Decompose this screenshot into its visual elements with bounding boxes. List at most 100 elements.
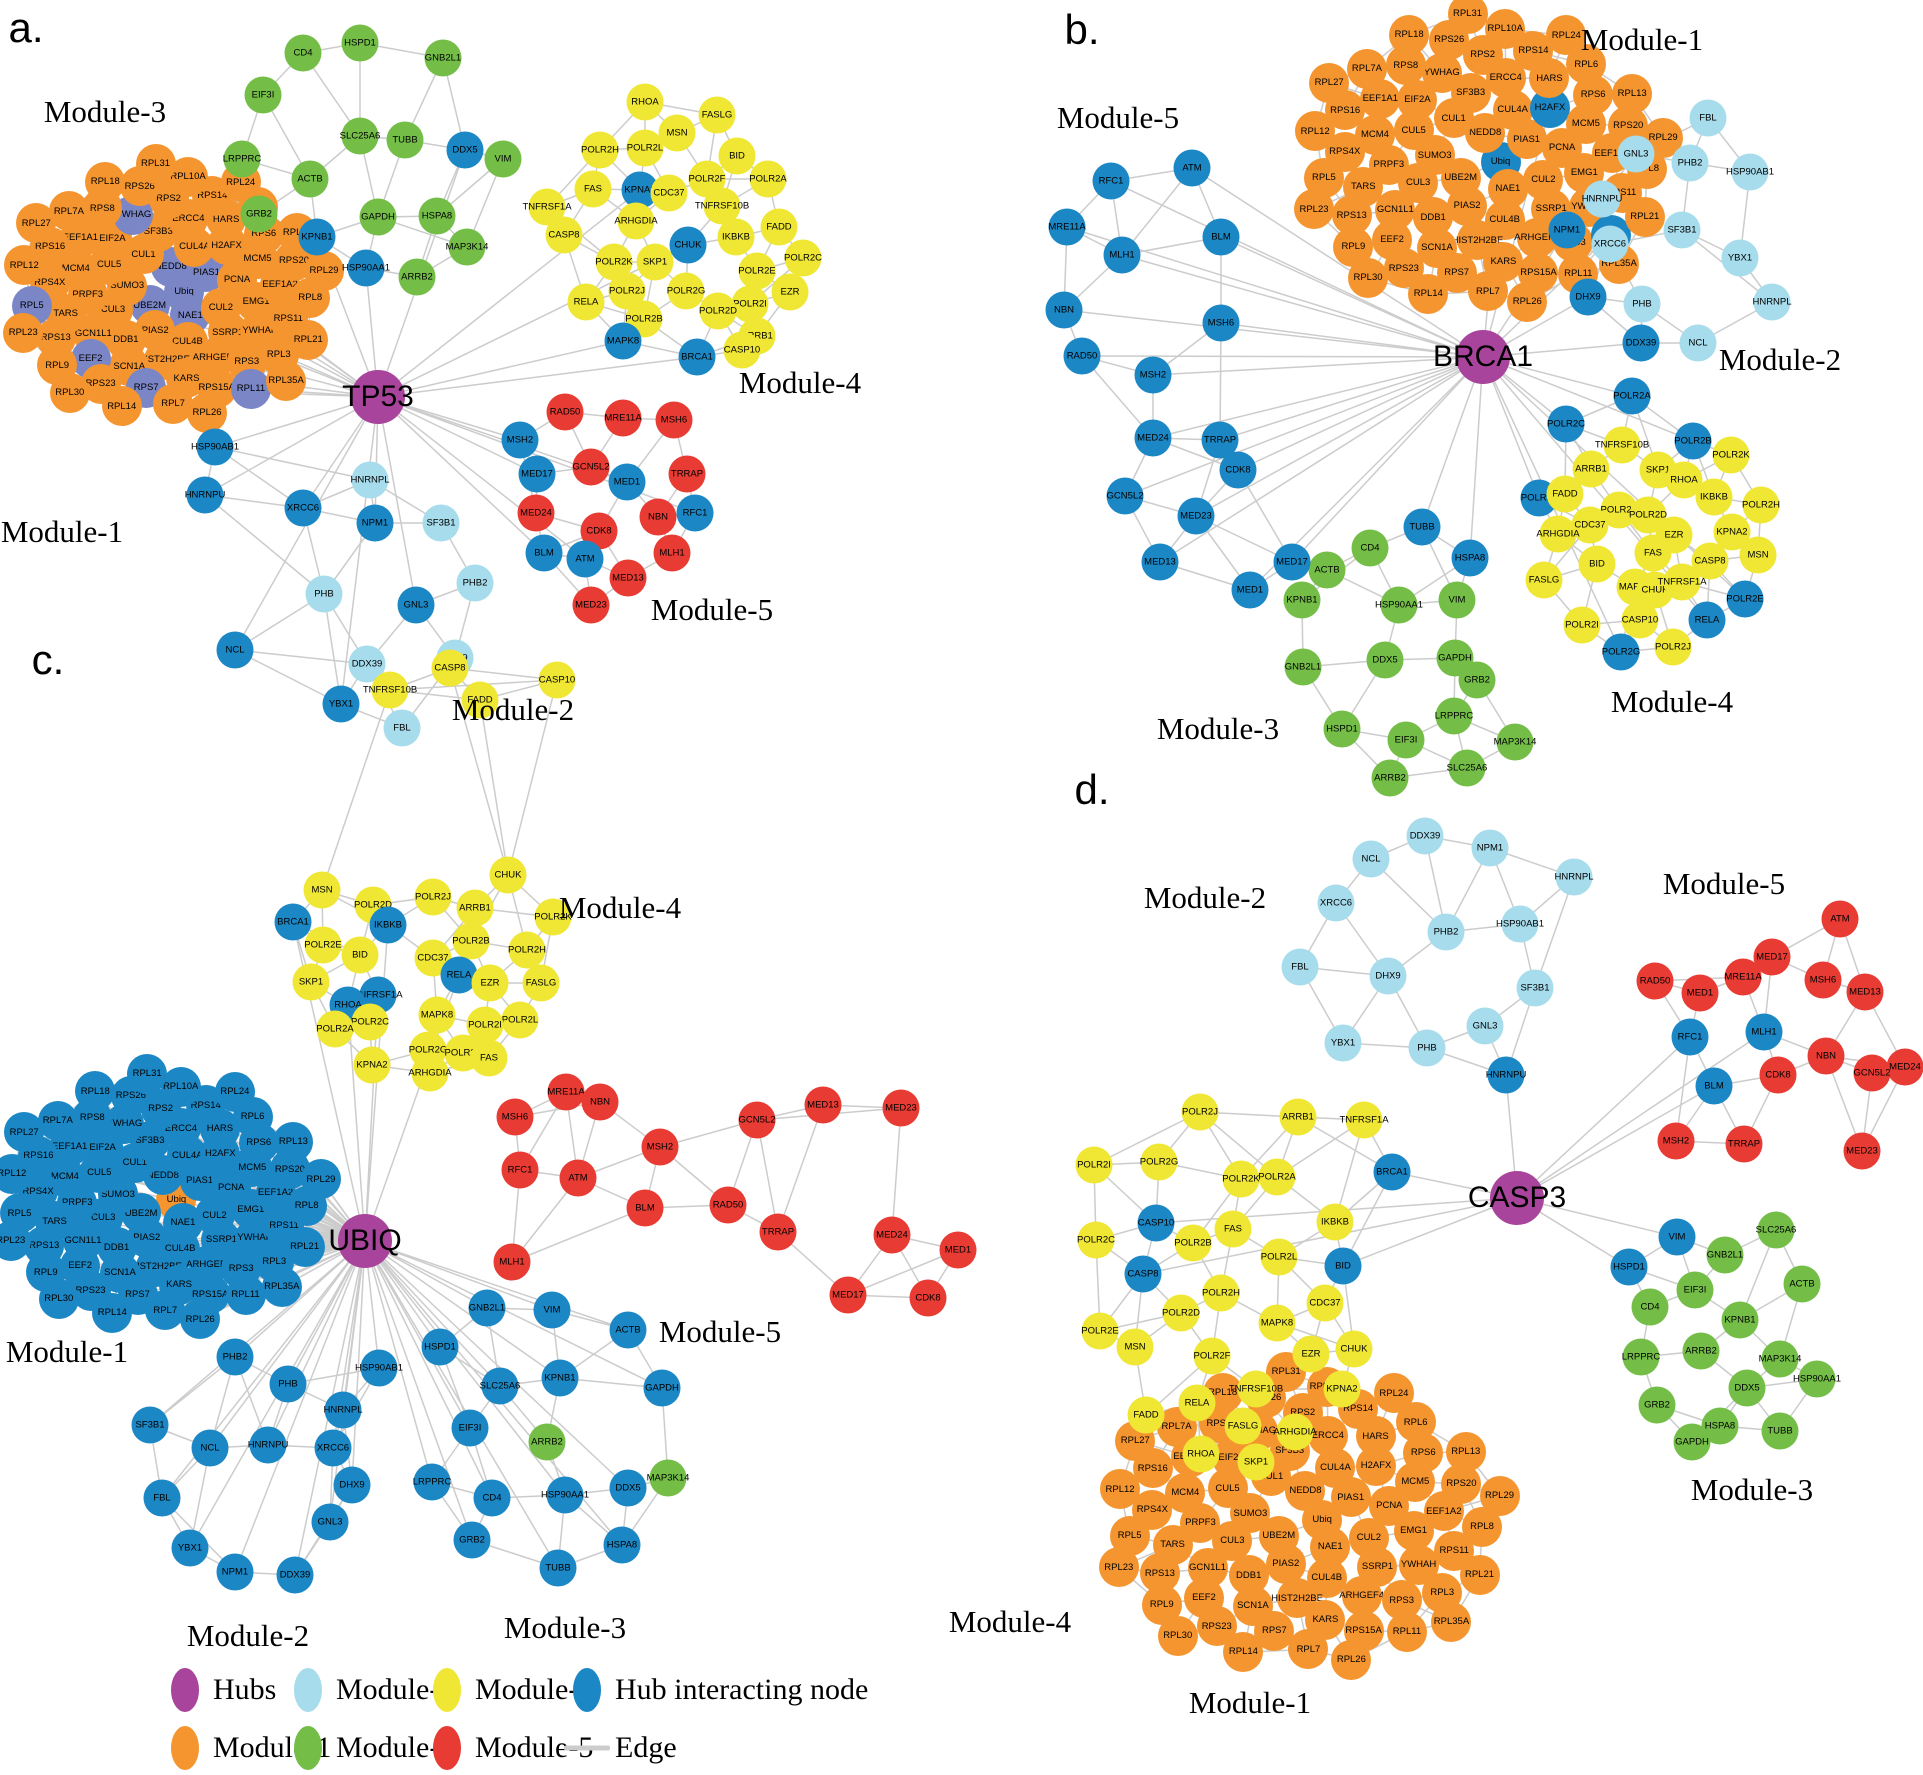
node-RPL12[interactable]: RPL12 — [1295, 111, 1336, 152]
node-RPL21[interactable]: RPL21 — [284, 1227, 325, 1268]
node-CASP10[interactable]: CASP10 — [1621, 601, 1659, 639]
node-CD4[interactable]: CD4 — [284, 34, 322, 72]
node-BLM[interactable]: BLM — [626, 1189, 664, 1227]
node-MAPK8[interactable]: MAPK8 — [1258, 1304, 1296, 1342]
node-HSP90AB1[interactable]: HSP90AB1 — [191, 428, 239, 466]
node-HSP90AA1[interactable]: HSP90AA1 — [342, 249, 390, 287]
node-ARHGDIA[interactable]: ARHGDIA — [1273, 1413, 1317, 1451]
node-EMG1[interactable]: EMG1 — [1393, 1510, 1434, 1551]
node-DHX9[interactable]: DHX9 — [333, 1466, 371, 1504]
node-POLR2L[interactable]: POLR2L — [626, 129, 664, 167]
node-DDX5[interactable]: DDX5 — [609, 1469, 647, 1507]
node-MLH1[interactable]: MLH1 — [653, 534, 691, 572]
node-BID[interactable]: BID — [1324, 1247, 1362, 1285]
node-MAP3K14[interactable]: MAP3K14 — [647, 1459, 689, 1497]
node-TNFRSF10B[interactable]: TNFRSF10B — [1229, 1370, 1283, 1408]
node-MAPK8[interactable]: MAPK8 — [418, 996, 456, 1034]
node-TNFRSF10B[interactable]: TNFRSF10B — [695, 187, 749, 225]
node-HSPD1[interactable]: HSPD1 — [1610, 1248, 1648, 1286]
node-LRPPRC[interactable]: LRPPRC — [413, 1463, 451, 1501]
node-HSPA8[interactable]: HSPA8 — [1701, 1407, 1739, 1445]
node-FASLG[interactable]: FASLG — [698, 96, 736, 134]
node-LRPPRC[interactable]: LRPPRC — [1622, 1338, 1660, 1376]
node-ARHGEF4[interactable]: ARHGEF4 — [1339, 1576, 1384, 1617]
node-PHB[interactable]: PHB — [1623, 285, 1661, 323]
node-BLM[interactable]: BLM — [525, 534, 563, 572]
node-MSN[interactable]: MSN — [1739, 536, 1777, 574]
node-TRRAP[interactable]: TRRAP — [759, 1213, 797, 1251]
node-HNRNPU[interactable]: HNRNPU — [1582, 180, 1622, 218]
node-RPL30[interactable]: RPL30 — [1157, 1616, 1198, 1657]
node-POLR2H[interactable]: POLR2H — [581, 131, 619, 169]
node-HNRNPL[interactable]: HNRNPL — [1554, 858, 1594, 896]
node-HNRNPU[interactable]: HNRNPU — [185, 476, 225, 514]
node-POLR2K[interactable]: POLR2K — [534, 898, 572, 936]
node-PHB[interactable]: PHB — [305, 575, 343, 613]
node-POLR2L[interactable]: POLR2L — [501, 1001, 539, 1039]
node-ATM[interactable]: ATM — [1821, 900, 1859, 938]
node-RPL27[interactable]: RPL27 — [4, 1112, 45, 1153]
node-IKBKB[interactable]: IKBKB — [1316, 1203, 1354, 1241]
node-FBL[interactable]: FBL — [383, 709, 421, 747]
node-RPL7[interactable]: RPL7 — [1288, 1629, 1329, 1670]
node-CASP10[interactable]: CASP10 — [723, 331, 761, 369]
node-RPL35A[interactable]: RPL35A — [1431, 1602, 1472, 1643]
hub-TP53[interactable]: TP53 — [342, 370, 414, 424]
node-RELA[interactable]: RELA — [1178, 1384, 1216, 1422]
node-MCM4[interactable]: MCM4 — [1165, 1472, 1206, 1513]
node-ATM[interactable]: ATM — [1173, 149, 1211, 187]
node-MED17[interactable]: MED17 — [1273, 543, 1311, 581]
node-SF3B1[interactable]: SF3B1 — [1516, 969, 1554, 1007]
node-RPL7[interactable]: RPL7 — [145, 1290, 186, 1331]
node-MED1[interactable]: MED1 — [1681, 974, 1719, 1012]
node-CD4[interactable]: CD4 — [1351, 529, 1389, 567]
node-GNB2L1[interactable]: GNB2L1 — [468, 1289, 506, 1327]
node-YWHAG[interactable]: YWHAG — [1421, 52, 1462, 93]
node-TUBB[interactable]: TUBB — [539, 1549, 577, 1587]
node-RPL18[interactable]: RPL18 — [1389, 14, 1430, 55]
node-RPL23[interactable]: RPL23 — [3, 313, 44, 354]
node-SLC25A6[interactable]: SLC25A6 — [1756, 1211, 1796, 1249]
node-NPM1[interactable]: NPM1 — [356, 504, 394, 542]
node-HSP90AB1[interactable]: HSP90AB1 — [1496, 905, 1544, 943]
node-FAS[interactable]: FAS — [1634, 534, 1672, 572]
node-RPL11[interactable]: RPL11 — [230, 368, 271, 409]
node-SF3B1[interactable]: SF3B1 — [131, 1406, 169, 1444]
node-RPL21[interactable]: RPL21 — [288, 319, 329, 360]
node-NPM1[interactable]: NPM1 — [216, 1553, 254, 1591]
node-MED1[interactable]: MED1 — [1231, 571, 1269, 609]
node-CASP10[interactable]: CASP10 — [538, 661, 576, 699]
node-IKBKB[interactable]: IKBKB — [717, 218, 755, 256]
node-DDX5[interactable]: DDX5 — [446, 131, 484, 169]
node-BRCA1[interactable]: BRCA1 — [274, 903, 312, 941]
node-NPM1[interactable]: NPM1 — [1471, 829, 1509, 867]
node-RAD50[interactable]: RAD50 — [1636, 962, 1674, 1000]
node-SLC25A6[interactable]: SLC25A6 — [1447, 749, 1487, 787]
node-RPL14[interactable]: RPL14 — [1223, 1632, 1264, 1673]
node-RPL18[interactable]: RPL18 — [75, 1071, 116, 1112]
node-GNB2L1[interactable]: GNB2L1 — [424, 39, 462, 77]
node-VIM[interactable]: VIM — [484, 140, 522, 178]
node-MSH6[interactable]: MSH6 — [496, 1098, 534, 1136]
node-GRB2[interactable]: GRB2 — [453, 1521, 491, 1559]
node-RFC1[interactable]: RFC1 — [501, 1151, 539, 1189]
node-MSN[interactable]: MSN — [303, 871, 341, 909]
node-MSH6[interactable]: MSH6 — [655, 401, 693, 439]
node-PHB2[interactable]: PHB2 — [1671, 144, 1709, 182]
node-RPL35A[interactable]: RPL35A — [266, 360, 307, 401]
node-HNRNPL[interactable]: HNRNPL — [350, 461, 390, 499]
node-POLR2I[interactable]: POLR2I — [1075, 1146, 1113, 1184]
node-BRCA1[interactable]: BRCA1 — [678, 338, 716, 376]
node-RPL30[interactable]: RPL30 — [49, 372, 90, 413]
node-EIF3I[interactable]: EIF3I — [1387, 721, 1425, 759]
node-POLR2G[interactable]: POLR2G — [667, 272, 705, 310]
node-CDK8[interactable]: CDK8 — [909, 1279, 947, 1317]
node-RFC1[interactable]: RFC1 — [1092, 162, 1130, 200]
node-TRRAP[interactable]: TRRAP — [1725, 1125, 1763, 1163]
node-MSH6[interactable]: MSH6 — [1202, 304, 1240, 342]
node-TNFRSF10B[interactable]: TNFRSF10B — [1595, 426, 1649, 464]
node-POLR2H[interactable]: POLR2H — [1202, 1274, 1240, 1312]
node-POLR2D[interactable]: POLR2D — [699, 292, 737, 330]
node-RPL26[interactable]: RPL26 — [1507, 281, 1548, 322]
node-PHB2[interactable]: PHB2 — [456, 564, 494, 602]
